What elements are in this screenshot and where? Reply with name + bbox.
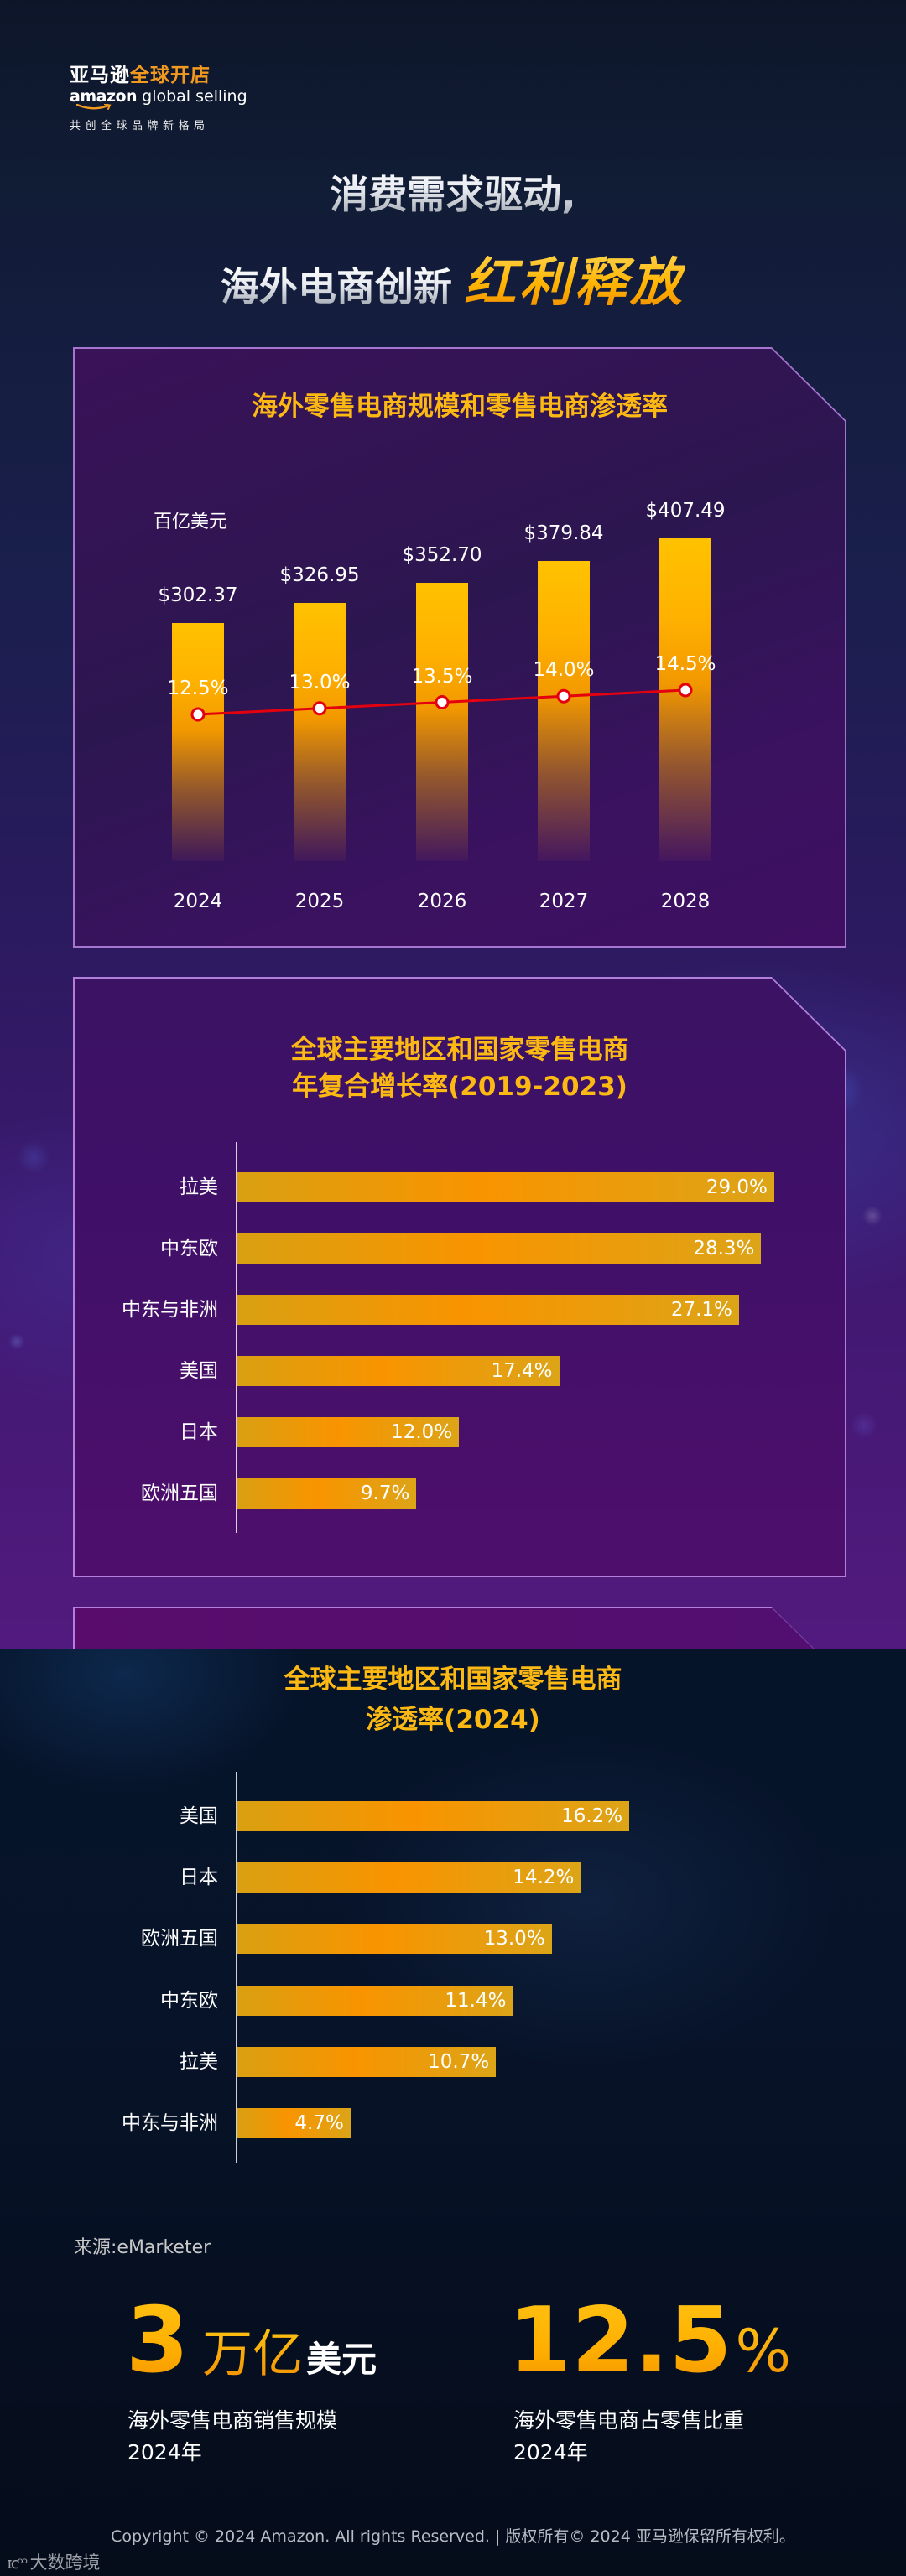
stat-share-percent: % <box>735 2317 791 2386</box>
stat-sales-number: 3 <box>126 2288 190 2393</box>
hbar-美国: 16.2% <box>237 1801 630 1831</box>
chart1-unit-label: 百亿美元 <box>154 512 228 532</box>
chart2-axis <box>236 1142 237 1533</box>
bar-category-label: 美国 <box>180 1360 218 1382</box>
bar-value-label: $352.70 <box>402 543 482 566</box>
bar-value-label: $407.49 <box>645 500 726 522</box>
hero-title-line1: 消费需求驱动, <box>0 164 906 220</box>
hbar-拉美: 29.0% <box>237 1172 774 1202</box>
logo-tagline: 共创全球品牌新格局 <box>70 120 210 132</box>
hbar-欧洲五国: 9.7% <box>237 1478 417 1509</box>
bar-value-label: 29.0% <box>706 1176 768 1198</box>
bar-value-label: $379.84 <box>523 522 604 544</box>
hbar-美国: 17.4% <box>237 1356 560 1386</box>
bar-value-label: 10.7% <box>428 2050 490 2073</box>
bar-category-label: 中东欧 <box>160 1238 218 1259</box>
chart1-title: 海外零售电商规模和零售电商渗透率 <box>252 392 668 422</box>
rate-label: 13.5% <box>411 665 473 688</box>
chart2-title-line2: 年复合增长率(2019-2023) <box>292 1072 627 1102</box>
hbar-中东欧: 28.3% <box>237 1233 762 1264</box>
bar-category-label: 日本 <box>180 1421 218 1443</box>
bar-category-label: 日本 <box>180 1867 218 1889</box>
chart3-title-line1: 全球主要地区和国家零售电商 <box>284 1665 622 1695</box>
hbar-中东欧: 11.4% <box>237 1985 513 2016</box>
stat-share-number: 12.5 <box>508 2288 732 2393</box>
x-tick-label: 2028 <box>660 891 711 912</box>
bar-value-label: 13.0% <box>483 1928 545 1950</box>
logo-english: amazon global selling <box>70 87 247 106</box>
stat-sales-scale: 3 万亿美元 <box>126 2296 377 2386</box>
chart3-title-line2: 渗透率(2024) <box>366 1705 540 1735</box>
rate-label: 13.0% <box>289 671 351 693</box>
amazon-smile-icon <box>76 104 112 110</box>
stat-sales-desc: 海外零售电商销售规模 2024年 <box>128 2408 338 2464</box>
bar-value-label: $326.95 <box>279 564 360 587</box>
bar-value-label: 4.7% <box>294 2112 344 2134</box>
amazon-global-selling-logo: 亚马逊全球开店 amazon global selling 共创全球品牌新格局 <box>70 64 247 132</box>
data-source: 来源:eMarketer <box>74 2237 211 2258</box>
x-tick-label: 2026 <box>417 891 467 912</box>
x-tick-label: 2027 <box>539 891 589 912</box>
bar-value-label: $302.37 <box>158 584 238 606</box>
bar-category-label: 拉美 <box>180 2050 218 2073</box>
hero-title-line2: 海外电商创新 红利释放 <box>0 240 906 315</box>
bar-value-label: 28.3% <box>693 1238 755 1259</box>
bar-category-label: 拉美 <box>180 1176 218 1198</box>
watermark-logo-icon: ɪᴄᵒᵒ <box>7 2555 29 2573</box>
bar-2024 <box>172 623 224 861</box>
bar-2025 <box>294 603 346 861</box>
rate-label: 14.5% <box>654 653 716 675</box>
bar-value-label: 12.0% <box>391 1421 453 1443</box>
stat-share: 12.5% <box>508 2296 791 2386</box>
bar-value-label: 27.1% <box>670 1299 732 1321</box>
x-tick-label: 2025 <box>294 891 345 912</box>
bar-category-label: 中东与非洲 <box>122 1299 218 1321</box>
hero-title-plain: 海外电商创新 <box>220 264 452 309</box>
bar-category-label: 中东欧 <box>160 1989 218 2012</box>
rate-label: 14.0% <box>533 659 595 682</box>
stat-sales-currency: 美元 <box>306 2339 378 2380</box>
logo-chinese: 亚马逊全球开店 <box>70 65 211 86</box>
bar-category-label: 欧洲五国 <box>141 1928 218 1950</box>
watermark: ɪᴄᵒᵒ 大数跨境 <box>7 2553 101 2573</box>
copyright: Copyright © 2024 Amazon. All rights Rese… <box>111 2527 795 2546</box>
bar-value-label: 17.4% <box>491 1360 553 1382</box>
chart2-title-line1: 全球主要地区和国家零售电商 <box>290 1035 629 1065</box>
bar-2027 <box>538 560 590 861</box>
stat-share-desc: 海外零售电商占零售比重 2024年 <box>513 2408 745 2464</box>
hbar-中东与非洲: 4.7% <box>237 2108 351 2138</box>
hbar-日本: 14.2% <box>237 1862 581 1893</box>
bar-value-label: 9.7% <box>360 1483 410 1504</box>
bar-value-label: 11.4% <box>445 1989 507 2012</box>
bar-category-label: 欧洲五国 <box>141 1483 218 1504</box>
bar-value-label: 14.2% <box>513 1867 575 1889</box>
rate-label: 12.5% <box>167 678 229 699</box>
hbar-日本: 12.0% <box>237 1417 460 1447</box>
x-tick-label: 2024 <box>173 891 223 912</box>
hbar-中东与非洲: 27.1% <box>237 1295 739 1325</box>
hbar-拉美: 10.7% <box>237 2046 497 2077</box>
chart-card-cagr: 全球主要地区和国家零售电商 年复合增长率(2019-2023) <box>73 977 846 1577</box>
bar-category-label: 中东与非洲 <box>122 2112 218 2134</box>
bar-2026 <box>416 582 468 861</box>
bar-2028 <box>659 538 711 861</box>
stat-sales-unit: 万亿 <box>202 2325 304 2384</box>
bar-category-label: 美国 <box>180 1805 218 1827</box>
chart3-axis <box>236 1772 237 2163</box>
hbar-欧洲五国: 13.0% <box>237 1924 552 1955</box>
bar-value-label: 16.2% <box>561 1805 623 1827</box>
hero-title-accent: 红利释放 <box>463 252 685 313</box>
chart-card-penetration-top <box>73 1607 846 1649</box>
